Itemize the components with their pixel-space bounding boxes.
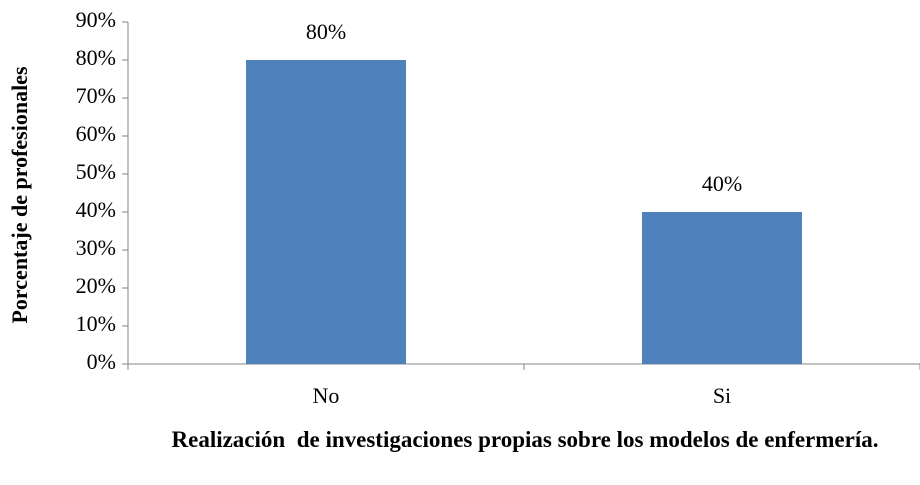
y-tick-label: 50% <box>76 159 116 184</box>
y-tick-label: 10% <box>76 311 116 336</box>
data-label: 40% <box>702 171 742 196</box>
x-axis-title: Realización de investigaciones propias s… <box>171 427 879 452</box>
chart: Porcentaje de profesionales 0% 10% 20% 30% 4… <box>7 7 920 408</box>
y-tick-label: 40% <box>76 197 116 222</box>
x-tick-label: Si <box>713 383 731 408</box>
y-tick-label: 30% <box>76 235 116 260</box>
bar <box>642 212 802 364</box>
data-label: 80% <box>306 19 346 44</box>
bar <box>246 60 406 364</box>
y-tick-label: 60% <box>76 121 116 146</box>
x-tick-label: No <box>313 383 340 408</box>
y-tick-label: 20% <box>76 273 116 298</box>
y-tick-label: 90% <box>76 7 116 32</box>
y-tick-label: 80% <box>76 45 116 70</box>
y-axis-title: Porcentaje de profesionales <box>7 66 32 323</box>
y-tick-label: 0% <box>87 349 116 374</box>
y-tick-label: 70% <box>76 83 116 108</box>
